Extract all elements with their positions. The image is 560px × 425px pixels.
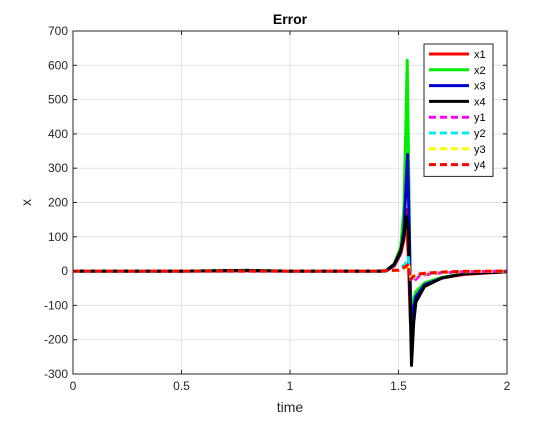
y-tick-label: 700 — [48, 24, 68, 38]
y-tick-label: -300 — [44, 367, 68, 381]
x-tick-label: 0 — [70, 379, 77, 393]
chart-title: Error — [273, 11, 308, 27]
legend-label-y2: y2 — [474, 128, 486, 140]
y-tick-label: -100 — [44, 298, 68, 312]
x-axis-label: time — [277, 399, 304, 415]
legend-label-x2: x2 — [474, 65, 486, 77]
legend-label-y3: y3 — [474, 144, 486, 156]
x-tick-label: 1 — [287, 379, 294, 393]
y-tick-label: 600 — [48, 58, 68, 72]
y-axis-label: x — [18, 199, 34, 206]
legend-label-y4: y4 — [474, 160, 486, 172]
x-tick-label: 2 — [504, 379, 511, 393]
y-tick-label: 400 — [48, 127, 68, 141]
y-tick-label: -200 — [44, 333, 68, 347]
y-tick-label: 500 — [48, 93, 68, 107]
legend-label-x4: x4 — [474, 96, 486, 108]
y-tick-label: 100 — [48, 230, 68, 244]
legend-label-x3: x3 — [474, 81, 486, 93]
legend-label-x1: x1 — [474, 49, 486, 61]
x-tick-label: 1.5 — [390, 379, 407, 393]
y-tick-label: 200 — [48, 196, 68, 210]
legend: x1 x2 x3 x4 y1 y2 y3 y4 — [424, 44, 493, 176]
y-tick-label: 300 — [48, 161, 68, 175]
x-tick-label: 0.5 — [173, 379, 190, 393]
legend-label-y1: y1 — [474, 112, 486, 124]
y-tick-label: 0 — [61, 264, 68, 278]
